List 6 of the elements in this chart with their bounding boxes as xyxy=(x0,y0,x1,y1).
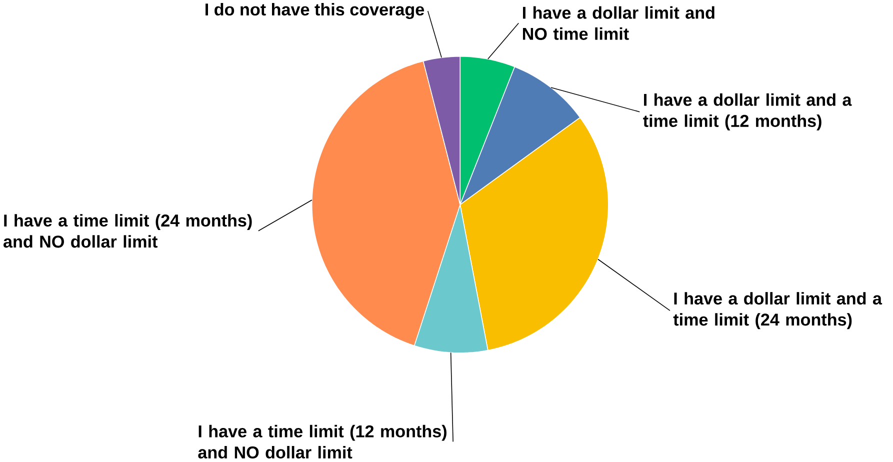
slice-label: I have a time limit (24 months) and NO dollar limit xyxy=(4,214,252,248)
slice-label: I have a dollar limit and a time limit (24 months) xyxy=(673,292,882,330)
slice-label: I have a time limit (12 months) and NO dollar limit xyxy=(198,425,446,459)
slice-label: I have a dollar limit and a time limit (12 months) xyxy=(643,94,852,131)
slice-label: I do not have this coverage xyxy=(206,3,424,20)
slice-label: I have a dollar limit and NO time limit xyxy=(522,6,714,40)
